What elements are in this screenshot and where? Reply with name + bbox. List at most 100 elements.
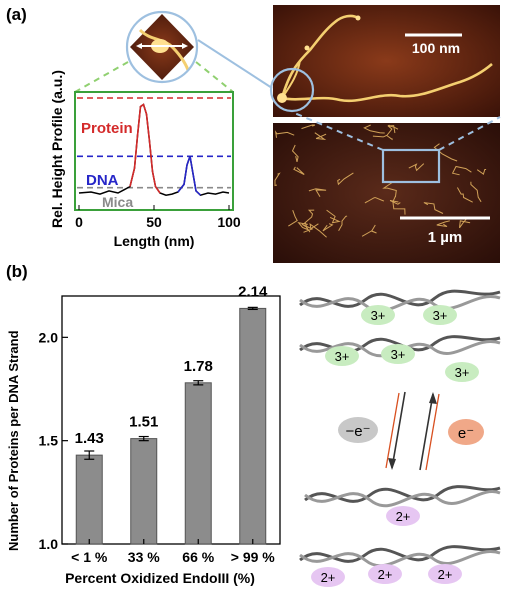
height-profile-plot: Protein DNA Mica 0 50 100 Length (nm) Rel.… — [49, 70, 241, 249]
bar-chart: 1.0 1.5 2.0 1.43 < 1 % 1.51 33 % 1.78 66 % 2.14 >… — [6, 283, 281, 586]
zoom-box — [381, 148, 441, 184]
profile-x-tick-label: 0 — [75, 214, 83, 230]
inset-link-line — [197, 39, 273, 89]
reduced-protein: 2+ — [311, 567, 345, 587]
charge-label: 3+ — [391, 347, 406, 362]
afm-strand — [297, 221, 309, 231]
inset-dash — [195, 61, 234, 93]
profile-frame — [74, 91, 234, 211]
bar-x-label: Percent Oxidized EndoIII (%) — [65, 570, 255, 586]
afm-strand — [308, 188, 327, 197]
charge-label: 2+ — [438, 567, 453, 582]
afm-strand — [274, 130, 295, 138]
profile-x-label: Length (nm) — [114, 233, 195, 249]
afm-strand — [322, 223, 334, 232]
reduced-protein: 2+ — [386, 506, 420, 526]
charge-label: 3+ — [455, 365, 470, 380]
zoom-circle — [269, 67, 315, 113]
reduced-protein: 2+ — [368, 564, 402, 584]
charge-label: 3+ — [335, 349, 350, 364]
redox-arrows — [385, 391, 440, 471]
afm-strand — [423, 202, 444, 214]
bar-y-ticks: 1.0 1.5 2.0 — [39, 329, 68, 552]
afm-strand — [372, 134, 393, 141]
profile-x-tick-label: 50 — [146, 214, 162, 230]
afm-strand — [363, 124, 385, 134]
dna-peak — [177, 156, 202, 196]
bar-y-tick-label: 2.0 — [39, 329, 59, 345]
afm-strand — [309, 222, 327, 238]
bar-category-label: 66 % — [182, 549, 214, 565]
dna-strand — [299, 545, 501, 568]
afm-strand — [392, 195, 406, 215]
afm-strand — [314, 132, 327, 140]
dna-strand — [304, 485, 501, 508]
mica-annotation: Mica — [102, 194, 133, 210]
afm-image-top: 100 nm — [269, 5, 500, 117]
bar — [130, 438, 158, 545]
oxidized-protein: 3+ — [361, 305, 395, 325]
afm-strand — [408, 163, 425, 172]
oxidation-label: −e⁻ — [345, 423, 370, 440]
afm-strand — [364, 197, 385, 204]
afm-strand — [293, 166, 305, 175]
scale-bar-top-label: 100 nm — [412, 40, 460, 56]
profile-x-tick-label: 100 — [217, 214, 241, 230]
afm-strand — [382, 182, 397, 198]
afm-image-bottom: 1 µm — [273, 123, 500, 263]
afm-strand — [291, 144, 299, 163]
bar-y-tick-label: 1.0 — [39, 536, 59, 552]
bar-category-label: > 99 % — [231, 549, 276, 565]
oxidized-protein: 3+ — [445, 362, 479, 382]
bar-value-label: 1.51 — [129, 414, 158, 431]
projection-line — [438, 116, 501, 151]
charge-label: 3+ — [371, 308, 386, 323]
charge-label: 3+ — [433, 308, 448, 323]
charge-label: 2+ — [321, 570, 336, 585]
afm-strand — [288, 210, 298, 227]
bar-y-label: Number of Proteins per DNA Strand — [6, 330, 21, 551]
afm-strand — [326, 209, 341, 224]
afm-strand — [436, 220, 450, 227]
scale-bar-bottom-label: 1 µm — [428, 229, 463, 246]
afm-strand — [456, 187, 473, 203]
bars: 1.43 < 1 % 1.51 33 % 1.78 66 % 2.14 > 99 % — [71, 283, 275, 565]
dna-annotation: DNA — [86, 172, 119, 189]
bar-value-label: 1.43 — [75, 430, 104, 447]
bar — [184, 382, 212, 545]
bar-value-label: 2.14 — [238, 283, 268, 300]
reduced-protein: 2+ — [428, 564, 462, 584]
bar-category-label: < 1 % — [71, 549, 108, 565]
afm-strand — [451, 165, 472, 176]
afm-strand — [361, 224, 377, 237]
afm-strand — [433, 143, 458, 162]
reduction-label: e⁻ — [458, 425, 474, 442]
afm-strand — [459, 217, 471, 229]
zoom-inset — [125, 10, 199, 84]
afm-strand — [338, 215, 348, 231]
projection-line — [291, 111, 384, 151]
protein-annotation: Protein — [81, 120, 133, 137]
oxidized-protein: 3+ — [423, 305, 457, 325]
charge-label: 2+ — [378, 567, 393, 582]
oxidized-protein: 3+ — [325, 346, 359, 366]
bar-category-label: 33 % — [128, 549, 160, 565]
afm-strand — [337, 172, 354, 186]
dna-protein-schematic: 3+ 3+ 3+ 3+ 3+ −e⁻ — [299, 289, 501, 587]
afm-strand — [274, 172, 281, 187]
charge-label: 2+ — [396, 509, 411, 524]
bar — [75, 454, 103, 545]
afm-strand — [303, 209, 315, 224]
afm-strand — [301, 124, 316, 130]
panel-b-label: (b) — [6, 262, 28, 281]
profile-x-ticks: 0 50 100 — [75, 205, 241, 230]
protein-peak — [129, 103, 161, 194]
afm-strand — [476, 169, 487, 176]
afm-strand — [387, 124, 396, 134]
minus-electron: −e⁻ — [338, 417, 378, 443]
inset-dash — [74, 61, 129, 93]
profile-y-label: Rel. Height Profile (a.u.) — [49, 70, 65, 228]
afm-strand — [470, 181, 482, 203]
dna-strand — [299, 289, 501, 313]
